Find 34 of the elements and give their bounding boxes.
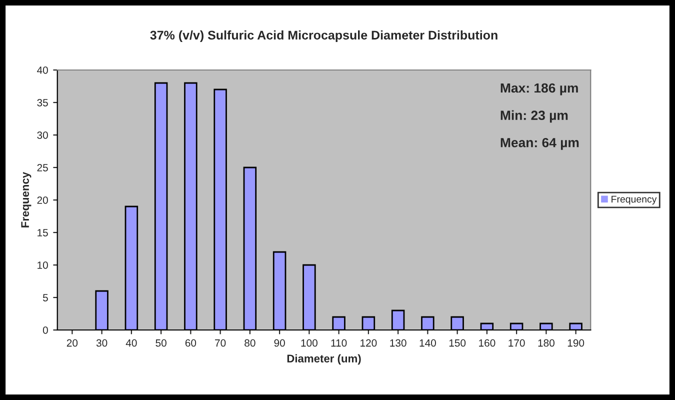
y-tick-label: 40 [37, 66, 48, 74]
x-tick-label: 160 [479, 339, 496, 347]
y-tick-label: 20 [37, 196, 48, 204]
x-tick-label: 110 [331, 339, 347, 347]
annotation: Mean: 64 µm [500, 138, 579, 150]
x-tick-label: 130 [390, 339, 406, 347]
y-tick-label: 10 [38, 262, 48, 269]
x-tick-label: 140 [420, 339, 436, 347]
chart-title: 37% (v/v) Sulfuric Acid Microcapsule Diameter Distribution [150, 30, 498, 42]
x-tick-label: 40 [126, 339, 137, 347]
x-tick-label: 70 [215, 339, 226, 347]
annotation: Max: 186 µm [500, 83, 578, 96]
x-tick-label: 80 [244, 339, 256, 347]
x-tick-label: 100 [301, 339, 318, 347]
x-tick-label: 170 [508, 339, 525, 347]
y-tick-label: 30 [37, 132, 48, 139]
x-tick-label: 180 [538, 339, 554, 347]
x-tick-label: 150 [449, 339, 466, 347]
x-tick-label: 190 [568, 339, 584, 347]
x-tick-label: 50 [156, 339, 166, 347]
x-tick-label: 120 [360, 339, 377, 347]
y-tick-label: 0 [42, 326, 48, 334]
legend-label: Frequency [612, 196, 657, 205]
y-tick-label: 35 [37, 99, 48, 106]
x-tick-label: 90 [274, 339, 285, 347]
x-tick-label: 20 [66, 339, 78, 347]
annotation: Min: 23 µm [500, 110, 568, 123]
y-tick-label: 5 [42, 294, 48, 302]
x-tick-label: 60 [185, 339, 196, 347]
x-tick-label: 30 [96, 339, 108, 347]
x-axis-title: Diameter (um) [287, 354, 361, 365]
y-tick-label: 15 [38, 229, 48, 236]
y-axis-title: Frequency [21, 172, 32, 228]
y-tick-label: 25 [37, 164, 48, 172]
